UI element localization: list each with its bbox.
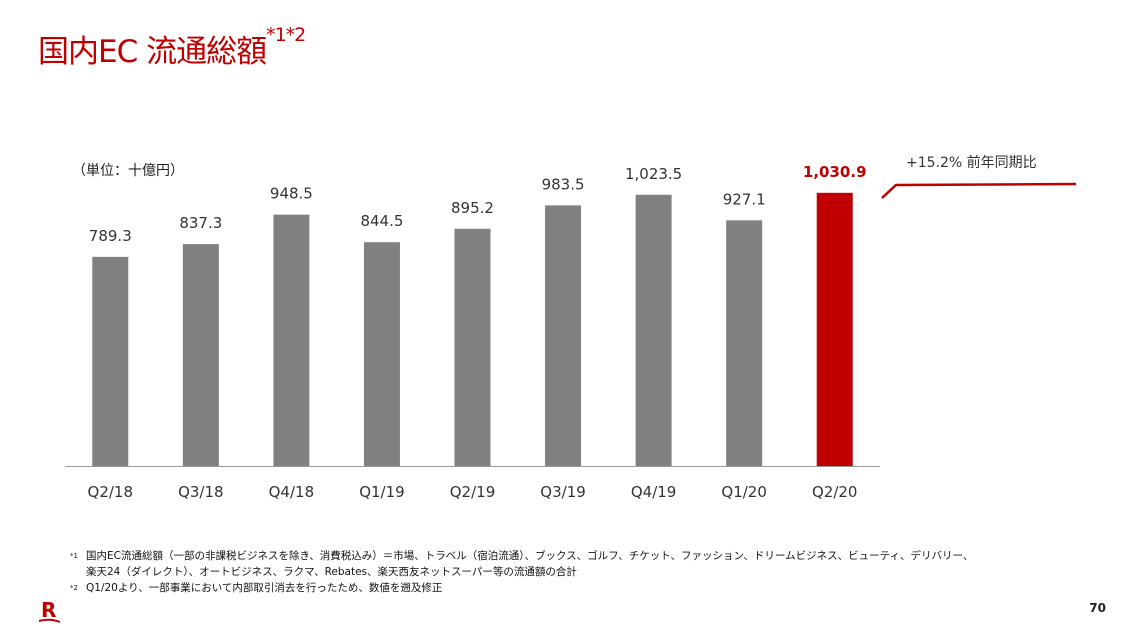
bar-Q2/20: [816, 192, 853, 466]
data-label: 789.3: [89, 227, 132, 245]
data-label: 1,023.5: [625, 165, 682, 183]
bar-Q2/18: [92, 256, 129, 466]
footnote-mark: *1: [70, 552, 78, 560]
footnotes: *1 国内EC流通総額（一部の非課税ビジネスを除き、消費税込み）＝市場、トラベル（…: [70, 548, 973, 596]
unit-label: （単位：十億円）: [72, 163, 184, 179]
bar-Q4/18: [273, 214, 310, 466]
data-label: 837.3: [179, 214, 222, 232]
footnote-text: 国内EC流通総額（一部の非課税ビジネスを除き、消費税込み）＝市場、トラベル（宿泊…: [86, 550, 974, 562]
data-label: 895.2: [451, 199, 494, 217]
x-tick-label: Q2/20: [812, 483, 858, 501]
x-tick-label: Q1/20: [721, 483, 767, 501]
x-tick-label: Q3/19: [540, 483, 586, 501]
svg-text:R: R: [41, 598, 56, 622]
page-title: 国内EC 流通総額*1*2: [38, 24, 306, 71]
x-tick-label: Q2/19: [450, 483, 496, 501]
x-tick-label: Q4/18: [269, 483, 315, 501]
bar-Q1/19: [363, 242, 400, 466]
x-tick-label: Q4/19: [631, 483, 677, 501]
bar-Q3/19: [545, 205, 582, 466]
data-label: 948.5: [270, 185, 313, 203]
bar-chart: 789.3 Q2/18 837.3 Q3/18 948.5 Q4/18 844.5 Q1/19…: [65, 163, 1077, 501]
bar-Q3/18: [182, 244, 219, 466]
footnote-text: 楽天24（ダイレクト）、オートビジネス、ラクマ、Rebates、楽天西友ネットス…: [86, 566, 577, 578]
data-label: 983.5: [542, 175, 585, 193]
yoy-callout-line: [881, 182, 1077, 199]
yoy-growth-label: +15.2% 前年同期比: [906, 155, 1037, 171]
footnote-text: Q1/20より、一部事業において内部取引消去を行ったため、数値を遡及修正: [86, 582, 443, 594]
data-label: 1,030.9: [803, 163, 867, 181]
bar-Q2/19: [454, 228, 491, 466]
data-label: 927.1: [723, 190, 766, 208]
page-number: 70: [1089, 601, 1106, 615]
bar-Q1/20: [726, 220, 763, 466]
rakuten-logo: R: [38, 597, 62, 629]
x-tick-label: Q3/18: [178, 483, 224, 501]
bar-Q4/19: [635, 194, 672, 466]
title-footnote-mark: *1*2: [266, 24, 306, 46]
x-tick-label: Q2/18: [88, 483, 134, 501]
data-label: 844.5: [360, 212, 403, 230]
footnote-mark: *2: [70, 584, 78, 592]
footnote-2: *2 Q1/20より、一部事業において内部取引消去を行ったため、数値を遡及修正: [70, 580, 973, 596]
footnote-1-cont: 楽天24（ダイレクト）、オートビジネス、ラクマ、Rebates、楽天西友ネットス…: [70, 564, 973, 580]
title-text: 国内EC 流通総額: [38, 34, 267, 70]
footnote-1: *1 国内EC流通総額（一部の非課税ビジネスを除き、消費税込み）＝市場、トラベル（…: [70, 548, 973, 564]
x-tick-label: Q1/19: [359, 483, 405, 501]
